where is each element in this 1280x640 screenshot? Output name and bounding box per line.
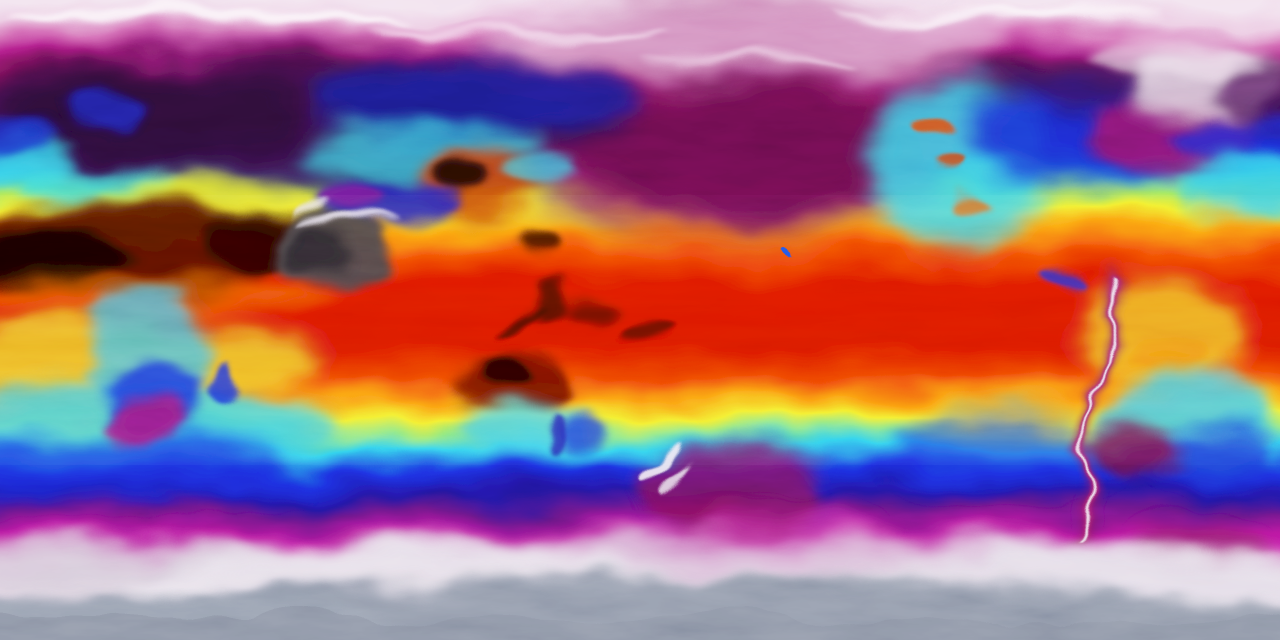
antarctica-bottom-sheet xyxy=(0,618,1280,640)
malay-dark-strip xyxy=(536,280,562,320)
madagascar-blue xyxy=(213,363,237,411)
cloud-streak-1 xyxy=(10,9,410,23)
baltic-blue-patch xyxy=(65,92,145,132)
korea-cyan-streak xyxy=(510,159,580,191)
newguinea-dark xyxy=(621,324,669,342)
australia-se-blue xyxy=(551,416,611,448)
rockies-hot-speck-2 xyxy=(935,160,965,176)
rockies-hot-speck-3 xyxy=(956,197,996,215)
tibet-cold-purple xyxy=(316,179,388,207)
gobi-dark-core xyxy=(438,157,494,189)
rockies-hot-speck-1 xyxy=(918,115,954,133)
cloud-streak-2 xyxy=(370,24,670,36)
southafrica-magenta xyxy=(112,397,188,445)
seasia-dark-patch xyxy=(510,230,554,256)
cloud-streak-4 xyxy=(645,55,865,65)
hawaii-cold-speck xyxy=(786,246,792,252)
cloud-streak-3 xyxy=(825,6,1165,18)
amazon-orange-patch xyxy=(1123,340,1207,380)
borneo-dark xyxy=(562,292,614,320)
tasmania-blue xyxy=(539,412,559,452)
india-hot-dark xyxy=(288,230,352,278)
australia-hot-black xyxy=(471,363,523,389)
patagonia-maroon xyxy=(1098,414,1182,482)
cloud-swirl-ne xyxy=(1095,31,1265,79)
